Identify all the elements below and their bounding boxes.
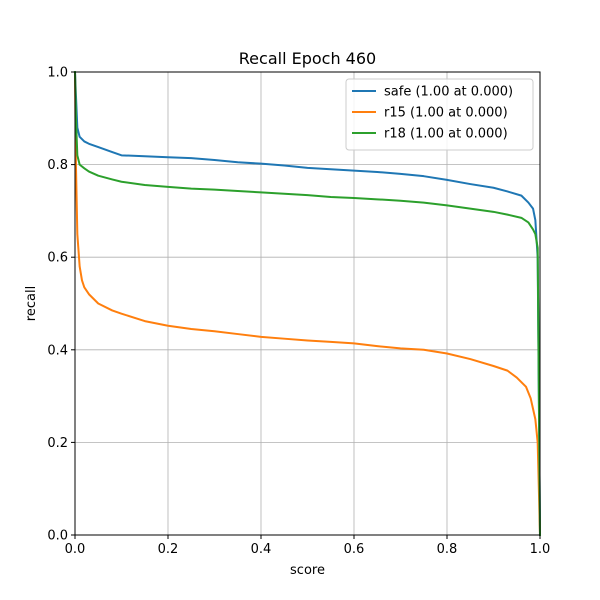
y-tick-label: 0.8: [47, 158, 68, 173]
y-tick-label: 0.2: [47, 436, 68, 451]
x-axis-label: score: [290, 563, 325, 578]
grid-lines: [74, 71, 541, 536]
y-tick-label: 0.0: [47, 529, 68, 544]
legend-box: [345, 78, 534, 151]
legend-label-2: r18 (1.00 at 0.000): [384, 127, 508, 142]
plot-frame: [74, 71, 541, 536]
series-lines: [73, 70, 542, 537]
x-tick-label: 0.2: [158, 542, 179, 557]
axis-ticks: 0.0 0.2 0.4 0.6 0.8 1.0 0.0 0.2 0.4 0.6 0.8 1.0: [47, 66, 550, 558]
series-line-2: [73, 70, 542, 537]
x-tick-label: 0.8: [437, 542, 458, 557]
legend-label-1: r15 (1.00 at 0.000): [384, 106, 508, 121]
series-line-1: [73, 70, 542, 537]
x-tick-label: 0.0: [65, 542, 86, 557]
legend-label-0: safe (1.00 at 0.000): [384, 85, 513, 100]
x-tick-label: 0.6: [344, 542, 365, 557]
y-tick-label: 0.6: [47, 251, 68, 266]
chart-title: Recall Epoch 460: [239, 49, 376, 68]
y-tick-label: 0.4: [47, 343, 68, 358]
x-tick-label: 0.4: [251, 542, 272, 557]
series-line-0: [73, 70, 542, 537]
x-tick-label: 1.0: [530, 542, 551, 557]
y-tick-label: 1.0: [47, 66, 68, 81]
y-axis-label: recall: [24, 286, 39, 321]
legend: safe (1.00 at 0.000) r15 (1.00 at 0.000) r…: [345, 78, 534, 151]
